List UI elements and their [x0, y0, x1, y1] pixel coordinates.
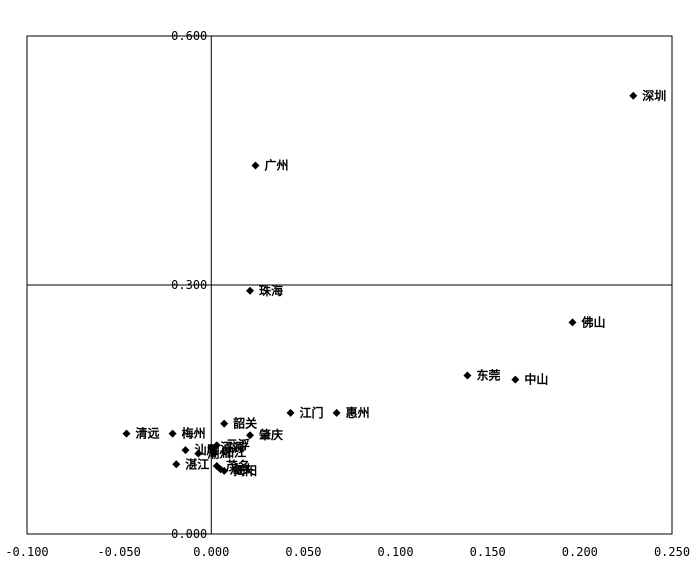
- data-point-marker: [168, 429, 177, 438]
- data-point-marker: [251, 161, 260, 170]
- x-tick-label: 0.250: [654, 545, 690, 559]
- y-tick-label: 0.000: [171, 527, 207, 541]
- x-tick-label: -0.050: [97, 545, 140, 559]
- data-point-label: 肇庆: [259, 427, 283, 442]
- data-point-marker: [332, 408, 341, 417]
- data-point-marker: [212, 441, 221, 450]
- data-point-label: 江门: [300, 405, 324, 420]
- data-point-label: 茂名: [226, 458, 250, 473]
- x-tick-labels: -0.100 -0.050 0.000 0.050 0.100 0.150 0.200 0.2…: [5, 545, 690, 559]
- x-tick-label: -0.100: [5, 545, 48, 559]
- data-point-label: 惠州: [346, 405, 370, 420]
- data-point-marker: [194, 449, 203, 458]
- data-point-label: 中山: [524, 372, 548, 387]
- x-tick-label: 0.150: [470, 545, 506, 559]
- data-point-marker: [629, 91, 638, 100]
- data-point-marker: [172, 460, 181, 469]
- y-tick-labels: 0.000 0.300 0.600: [171, 29, 207, 541]
- data-point-label: 韶关: [233, 416, 257, 431]
- data-point-marker: [220, 466, 229, 475]
- data-point-marker: [286, 408, 295, 417]
- x-tick-label: 0.100: [378, 545, 414, 559]
- data-point-marker: [122, 429, 131, 438]
- data-point-label: 东莞: [476, 367, 500, 382]
- data-point-marker: [209, 448, 218, 457]
- data-point-label: 河源: [219, 440, 244, 455]
- data-point-label: 汕头: [230, 461, 254, 476]
- data-point-marker: [511, 375, 520, 384]
- data-point-label: 阳江: [222, 445, 246, 460]
- data-point-label: 梅州: [182, 426, 206, 441]
- data-point-label: 珠海: [259, 283, 283, 298]
- data-point-marker: [463, 371, 472, 380]
- data-point-label: 清远: [136, 426, 160, 441]
- x-tick-label: 0.050: [285, 545, 321, 559]
- x-tick-label: 0.200: [562, 545, 598, 559]
- data-point-label: 揭阳: [233, 463, 257, 478]
- x-tick-label: 0.000: [193, 545, 229, 559]
- data-point-label: 广州: [265, 157, 289, 172]
- data-point-marker: [568, 318, 577, 327]
- data-point-marker: [181, 446, 190, 455]
- data-point-label: 深圳: [642, 88, 666, 103]
- data-point-label: 佛山: [580, 314, 605, 329]
- data-point-marker: [220, 419, 229, 428]
- data-point-marker: [245, 286, 254, 295]
- data-point-label: 湛江: [185, 456, 209, 471]
- y-tick-label: 0.600: [171, 29, 207, 43]
- data-point-label: 云浮: [226, 437, 250, 452]
- data-point-marker: [245, 431, 254, 440]
- y-tick-label: 0.300: [171, 278, 207, 292]
